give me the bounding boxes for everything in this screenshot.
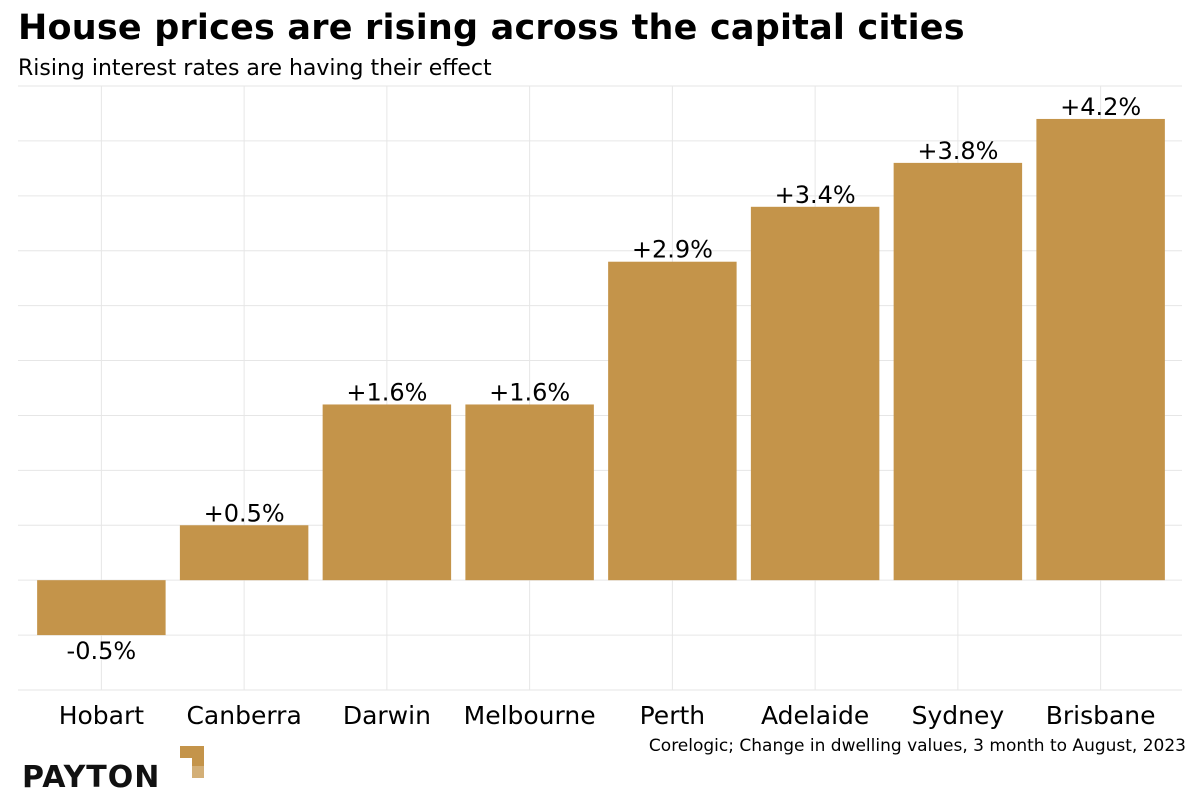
data-label-melbourne: +1.6%	[489, 378, 570, 406]
data-label-perth: +2.9%	[632, 236, 713, 264]
tick-label-hobart: Hobart	[59, 701, 145, 730]
bar-darwin	[322, 404, 452, 581]
tick-label-adelaide: Adelaide	[761, 701, 869, 730]
logo-mark-icon	[180, 746, 204, 778]
tick-label-perth: Perth	[640, 701, 706, 730]
tick-label-brisbane: Brisbane	[1046, 701, 1156, 730]
bar-melbourne	[465, 404, 594, 581]
tick-label-melbourne: Melbourne	[464, 701, 596, 730]
data-label-adelaide: +3.4%	[775, 181, 856, 209]
bar-sydney	[893, 162, 1023, 581]
brand-name: PAYTON	[22, 760, 161, 795]
data-label-hobart: -0.5%	[67, 637, 137, 665]
chart-title: House prices are rising across the capit…	[18, 8, 965, 48]
data-label-canberra: +0.5%	[204, 499, 285, 527]
tick-label-canberra: Canberra	[186, 701, 301, 730]
data-label-sydney: +3.8%	[917, 137, 998, 165]
bar-brisbane	[1036, 118, 1165, 581]
data-label-brisbane: +4.2%	[1060, 93, 1141, 121]
tick-label-sydney: Sydney	[912, 701, 1005, 730]
bar-canberra	[179, 525, 309, 581]
brand-logo: PAYTON	[22, 746, 222, 795]
bars	[37, 118, 1165, 636]
bar-perth	[608, 261, 737, 581]
bar-adelaide	[750, 206, 880, 581]
bar-hobart	[37, 580, 166, 636]
x-axis-tick-labels: Hobart Canberra Darwin Melbourne Perth Adelai…	[59, 701, 1156, 730]
source-note: Corelogic; Change in dwelling values, 3 …	[648, 736, 1186, 756]
data-label-darwin: +1.6%	[346, 378, 427, 406]
chart-subtitle: Rising interest rates are having their e…	[18, 56, 492, 81]
data-labels: -0.5% +0.5% +1.6% +1.6% +2.9% +3.4% +3.8% +4.2%	[67, 93, 1142, 665]
tick-label-darwin: Darwin	[343, 701, 431, 730]
